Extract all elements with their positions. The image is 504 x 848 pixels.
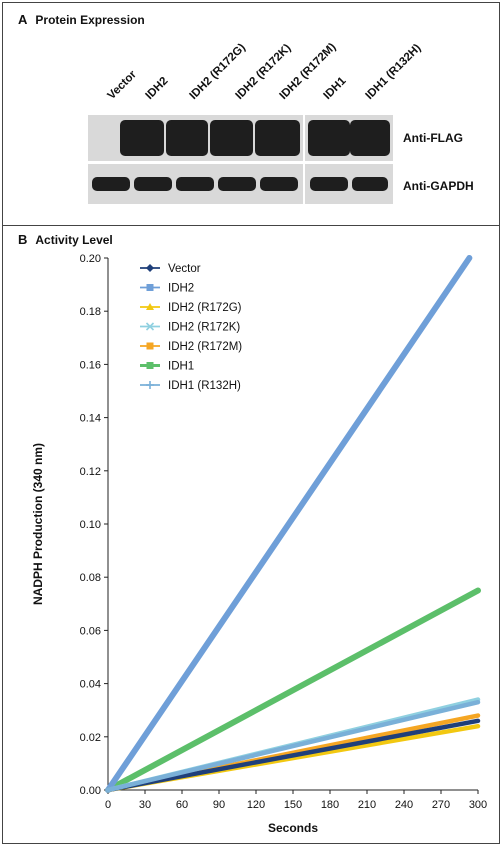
y-tick-label: 0.12 <box>80 466 101 478</box>
legend-label: IDH1 (R132H) <box>168 380 241 392</box>
series-line <box>105 587 481 793</box>
legend-label: Vector <box>168 263 201 275</box>
y-tick-label: 0.08 <box>80 572 101 584</box>
series-line <box>105 718 481 793</box>
legend-marker <box>146 264 154 272</box>
y-tick-label: 0.06 <box>80 625 101 637</box>
flag-band-idh2-r172k <box>210 120 253 156</box>
legend-marker <box>146 362 154 369</box>
x-tick-label: 300 <box>469 799 487 811</box>
panel-divider <box>2 225 500 226</box>
y-tick-label: 0.18 <box>80 306 101 318</box>
antibody-label-flag: Anti-FLAG <box>403 131 463 145</box>
y-axis-title: NADPH Production (340 nm) <box>31 443 45 605</box>
x-tick-label: 60 <box>176 799 188 811</box>
gapdh-band-idh2-r172g <box>176 177 214 191</box>
anti-gapdh-blot <box>88 164 393 204</box>
flag-blot-splice-line <box>303 115 305 161</box>
panel-a-title: A Protein Expression <box>18 12 145 27</box>
antibody-label-gapdh: Anti-GAPDH <box>403 179 474 193</box>
x-tick-label: 120 <box>247 799 265 811</box>
x-tick-label: 30 <box>139 799 151 811</box>
x-tick-label: 240 <box>395 799 413 811</box>
legend-label: IDH2 (R172G) <box>168 302 242 314</box>
panel-a-title-text: Protein Expression <box>35 13 145 27</box>
y-tick-label: 0.04 <box>80 679 101 691</box>
legend-marker <box>146 342 154 350</box>
flag-band-idh1 <box>308 120 350 156</box>
legend-label: IDH2 (R172K) <box>168 322 240 334</box>
legend-label: IDH1 <box>168 361 194 373</box>
x-tick-label: 90 <box>213 799 225 811</box>
panel-b-title-text: Activity Level <box>35 233 113 247</box>
legend-marker <box>146 284 154 291</box>
gapdh-blot-splice-line <box>303 164 305 204</box>
panel-b-title: B Activity Level <box>18 232 113 247</box>
y-tick-label: 0.00 <box>80 785 101 797</box>
legend-marker <box>145 322 155 331</box>
series-line <box>105 255 473 793</box>
gapdh-band-idh2-r172k <box>218 177 256 191</box>
flag-band-idh1-r132h <box>350 120 390 156</box>
x-tick-label: 270 <box>432 799 450 811</box>
gapdh-band-idh1 <box>310 177 348 191</box>
gapdh-band-idh2-r172m <box>260 177 298 191</box>
legend-label: IDH2 <box>168 283 194 295</box>
gapdh-band-vector <box>92 177 130 191</box>
y-tick-label: 0.16 <box>80 359 101 371</box>
y-tick-label: 0.14 <box>80 413 101 425</box>
flag-band-idh2-r172g <box>166 120 208 156</box>
legend-label: IDH2 (R172M) <box>168 341 242 353</box>
flag-band-idh2 <box>120 120 164 156</box>
x-tick-label: 210 <box>358 799 376 811</box>
gapdh-band-idh1-r132h <box>352 177 388 191</box>
flag-band-idh2-r172m <box>255 120 300 156</box>
y-tick-label: 0.02 <box>80 732 101 744</box>
x-tick-label: 0 <box>105 799 111 811</box>
y-tick-label: 0.20 <box>80 253 101 265</box>
x-tick-label: 180 <box>321 799 339 811</box>
anti-flag-blot <box>88 115 393 161</box>
x-axis-title: Seconds <box>268 821 318 835</box>
panel-b-letter: B <box>18 232 28 247</box>
series-line <box>105 699 481 793</box>
gapdh-band-idh2 <box>134 177 172 191</box>
legend-marker <box>146 303 154 310</box>
panel-a-letter: A <box>18 12 28 27</box>
x-tick-label: 150 <box>284 799 302 811</box>
y-tick-label: 0.10 <box>80 519 101 531</box>
